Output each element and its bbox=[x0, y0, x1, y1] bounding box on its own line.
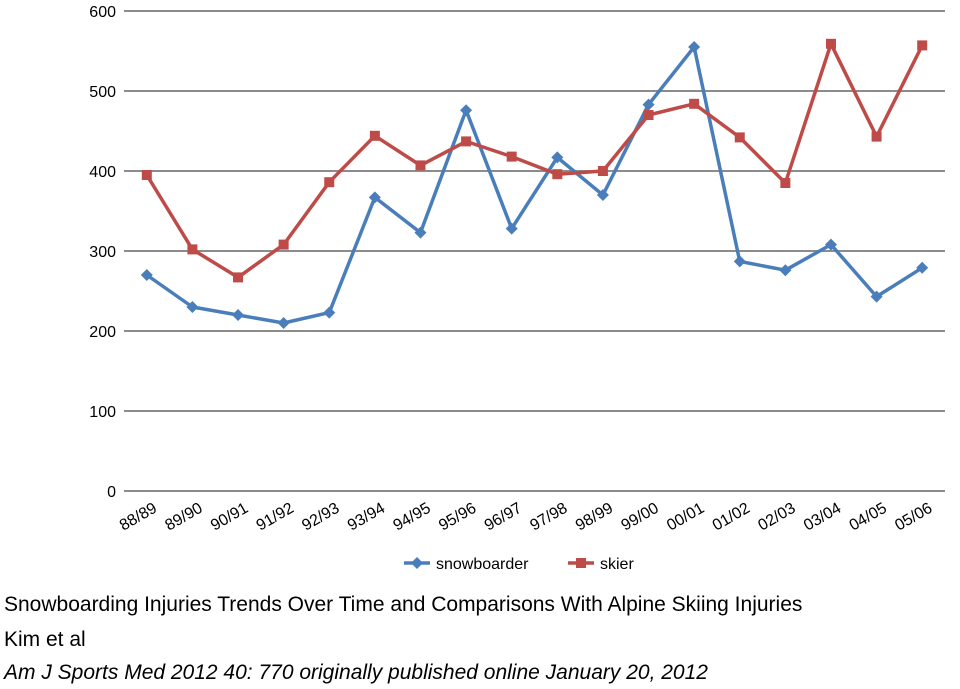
data-point-skier bbox=[278, 239, 289, 250]
y-tick-label: 500 bbox=[89, 84, 116, 101]
x-tick-label: 95/96 bbox=[436, 500, 479, 535]
data-point-snowboarder bbox=[779, 264, 792, 277]
data-point-skier bbox=[141, 170, 152, 180]
x-tick-label: 90/91 bbox=[208, 500, 251, 535]
data-point-skier bbox=[233, 272, 244, 283]
data-point-snowboarder bbox=[414, 226, 427, 239]
y-tick-label: 200 bbox=[89, 324, 116, 341]
y-tick-label: 600 bbox=[89, 4, 116, 21]
x-tick-label: 01/02 bbox=[710, 500, 753, 535]
x-tick-label: 96/97 bbox=[482, 500, 525, 535]
y-axis-ticks: 0 100 200 300 400 500 600 bbox=[89, 4, 116, 501]
x-tick-label: 88/89 bbox=[117, 500, 160, 535]
data-point-snowboarder bbox=[323, 306, 336, 319]
x-tick-label: 94/95 bbox=[390, 500, 433, 535]
legend-marker-snowboarder bbox=[411, 557, 423, 569]
data-point-skier bbox=[597, 166, 608, 176]
caption-authors: Kim et al bbox=[4, 628, 86, 651]
x-tick-label: 05/06 bbox=[892, 500, 935, 535]
data-point-skier bbox=[780, 178, 791, 188]
legend-label-skier: skier bbox=[600, 556, 634, 573]
data-point-skier bbox=[917, 40, 928, 51]
data-point-snowboarder bbox=[460, 104, 473, 117]
data-point-snowboarder bbox=[277, 317, 290, 329]
data-point-skier bbox=[187, 244, 198, 255]
x-tick-label: 97/98 bbox=[527, 500, 570, 535]
data-point-skier bbox=[825, 38, 836, 49]
x-tick-label: 93/94 bbox=[345, 500, 388, 535]
data-point-snowboarder bbox=[186, 301, 199, 313]
data-point-skier bbox=[324, 177, 335, 188]
x-tick-label: 99/00 bbox=[619, 500, 662, 535]
legend: snowboarder skier bbox=[404, 556, 634, 573]
data-point-snowboarder bbox=[916, 261, 929, 274]
x-tick-label: 92/93 bbox=[299, 500, 342, 535]
x-axis-ticks: 88/89 89/90 90/91 91/92 92/93 93/94 94/95 95/96… bbox=[117, 500, 936, 535]
data-point-skier bbox=[552, 169, 563, 180]
x-tick-label: 00/01 bbox=[664, 500, 707, 535]
x-tick-label: 89/90 bbox=[162, 500, 205, 535]
x-tick-label: 98/99 bbox=[573, 500, 616, 535]
data-point-skier bbox=[369, 130, 380, 141]
data-point-snowboarder bbox=[368, 191, 381, 204]
data-point-snowboarder bbox=[824, 238, 837, 251]
data-point-snowboarder bbox=[642, 98, 655, 111]
y-tick-label: 400 bbox=[89, 164, 116, 181]
data-point-skier bbox=[506, 151, 517, 162]
x-tick-label: 02/03 bbox=[755, 500, 798, 535]
series-lines bbox=[140, 38, 929, 329]
data-point-snowboarder bbox=[688, 41, 701, 53]
data-point-skier bbox=[415, 160, 426, 171]
line-chart: 0 100 200 300 400 500 600 88/89 89/90 90/91 91/92… bbox=[89, 4, 945, 573]
x-tick-label: 91/92 bbox=[254, 500, 297, 535]
data-point-snowboarder bbox=[596, 189, 609, 201]
data-point-snowboarder bbox=[232, 309, 245, 321]
data-point-snowboarder bbox=[140, 269, 153, 281]
data-point-snowboarder bbox=[505, 222, 518, 235]
y-tick-label: 0 bbox=[107, 484, 116, 501]
data-point-snowboarder bbox=[870, 290, 883, 303]
data-point-snowboarder bbox=[551, 151, 564, 164]
x-tick-label: 03/04 bbox=[801, 500, 844, 535]
legend-label-snowboarder: snowboarder bbox=[436, 556, 529, 573]
data-point-skier bbox=[871, 131, 882, 142]
data-point-skier bbox=[734, 132, 745, 143]
series-line-snowboarder bbox=[145, 45, 924, 325]
data-point-skier bbox=[461, 136, 472, 147]
gridlines bbox=[124, 10, 945, 492]
x-tick-label: 04/05 bbox=[847, 500, 890, 535]
data-point-snowboarder bbox=[733, 255, 746, 268]
data-point-skier bbox=[643, 110, 654, 120]
y-tick-label: 100 bbox=[89, 404, 116, 421]
caption-title: Snowboarding Injuries Trends Over Time a… bbox=[4, 593, 803, 616]
series-line-skier bbox=[145, 42, 924, 280]
y-tick-label: 300 bbox=[89, 244, 116, 261]
legend-marker-skier bbox=[576, 558, 586, 568]
data-point-skier bbox=[689, 98, 700, 109]
caption-citation: Am J Sports Med 2012 40: 770 originally … bbox=[4, 661, 708, 684]
